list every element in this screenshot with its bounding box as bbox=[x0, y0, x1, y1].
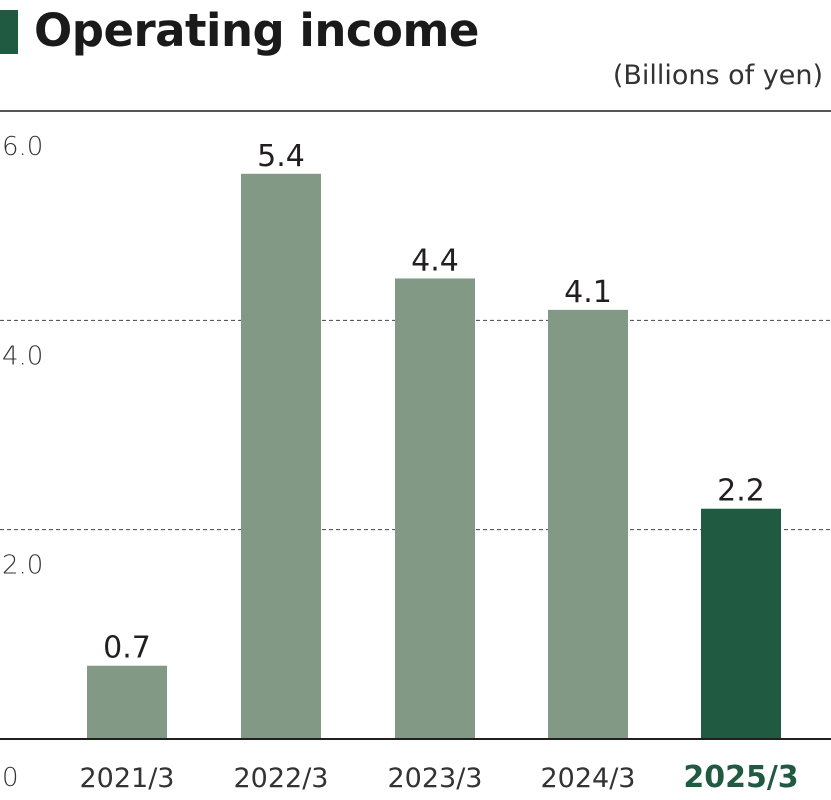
y-tick-label: 6.0 bbox=[2, 132, 43, 162]
value-label: 5.4 bbox=[257, 139, 305, 174]
value-label: 2.2 bbox=[717, 474, 765, 509]
x-tick-labels: 2021/3 2022/3 2023/3 2024/3 2025/3 bbox=[80, 760, 799, 795]
bars bbox=[87, 173, 781, 740]
x-tick-label: 2023/3 bbox=[388, 763, 483, 794]
bar bbox=[548, 309, 628, 739]
value-label: 4.1 bbox=[564, 275, 612, 310]
y-tick-label: 4.0 bbox=[2, 341, 43, 371]
value-label: 0.7 bbox=[103, 631, 151, 666]
x-tick-label: 2021/3 bbox=[80, 763, 175, 794]
bar bbox=[701, 508, 781, 739]
y-tick-label: 2.0 bbox=[2, 551, 43, 581]
value-labels: 0.7 5.4 4.4 4.1 2.2 bbox=[103, 139, 765, 666]
bar bbox=[241, 173, 321, 740]
x-tick-label: 2022/3 bbox=[234, 763, 329, 794]
y-tick-labels: 0 2.0 4.0 6.0 bbox=[2, 132, 43, 793]
bar bbox=[395, 278, 475, 739]
unit-label: (Billions of yen) bbox=[612, 60, 823, 91]
x-tick-label: 2025/3 bbox=[683, 760, 798, 795]
bar bbox=[87, 665, 167, 739]
value-label: 4.4 bbox=[411, 243, 459, 278]
y-tick-label: 0 bbox=[2, 763, 19, 793]
x-tick-label: 2024/3 bbox=[541, 763, 636, 794]
chart-title: Operating income bbox=[34, 4, 479, 57]
title-accent-bar bbox=[0, 10, 18, 54]
